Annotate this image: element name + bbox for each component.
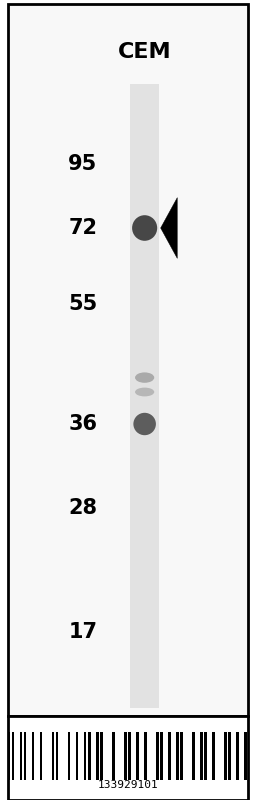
Bar — [124, 732, 127, 780]
Bar — [76, 732, 79, 780]
Bar — [8, 732, 10, 780]
Bar — [52, 732, 55, 780]
Ellipse shape — [133, 413, 156, 435]
Ellipse shape — [135, 387, 154, 396]
Bar — [84, 732, 87, 780]
Text: 55: 55 — [68, 294, 97, 314]
Bar — [96, 732, 99, 780]
Bar — [224, 732, 227, 780]
Bar — [40, 732, 42, 780]
Polygon shape — [161, 198, 177, 258]
Bar — [156, 732, 159, 780]
Bar — [192, 732, 195, 780]
Bar — [12, 732, 14, 780]
Bar — [20, 732, 22, 780]
Bar — [136, 732, 139, 780]
Bar — [160, 732, 163, 780]
Bar — [112, 732, 115, 780]
Bar — [100, 732, 103, 780]
Text: 72: 72 — [68, 218, 97, 238]
Bar — [200, 732, 203, 780]
Bar — [24, 732, 26, 780]
Text: 28: 28 — [68, 498, 97, 518]
Bar — [244, 732, 247, 780]
Bar — [144, 732, 147, 780]
Bar — [68, 732, 70, 780]
Bar — [128, 732, 131, 780]
Text: 17: 17 — [68, 622, 97, 642]
Bar — [236, 732, 239, 780]
Bar — [88, 732, 91, 780]
Bar — [204, 732, 207, 780]
Text: 95: 95 — [68, 154, 97, 174]
Bar — [228, 732, 231, 780]
Bar — [8, 716, 248, 800]
Ellipse shape — [135, 372, 154, 382]
Text: CEM: CEM — [118, 42, 172, 62]
Bar — [176, 732, 179, 780]
Bar — [168, 732, 171, 780]
Text: 133929101: 133929101 — [98, 781, 158, 790]
Bar — [130, 84, 159, 708]
Bar — [32, 732, 34, 780]
Bar — [8, 4, 248, 716]
Ellipse shape — [132, 215, 157, 241]
Bar — [56, 732, 58, 780]
Bar — [180, 732, 183, 780]
Bar — [212, 732, 215, 780]
Text: 36: 36 — [68, 414, 97, 434]
